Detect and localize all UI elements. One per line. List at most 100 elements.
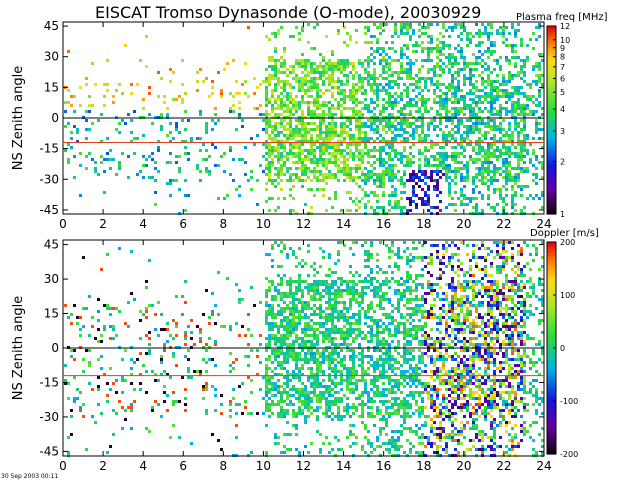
heatmap-cell	[271, 95, 274, 98]
heatmap-cell	[103, 191, 106, 194]
heatmap-cell	[349, 367, 352, 370]
heatmap-cell	[367, 286, 370, 289]
heatmap-cell	[409, 152, 412, 155]
heatmap-cell	[391, 47, 394, 50]
heatmap-cell	[346, 59, 349, 62]
heatmap-cell	[271, 325, 274, 328]
heatmap-cell	[469, 104, 472, 107]
heatmap-cell	[313, 62, 316, 65]
heatmap-cell	[106, 394, 109, 397]
heatmap-cell	[319, 280, 322, 283]
heatmap-cell	[292, 173, 295, 176]
heatmap-cell	[304, 313, 307, 316]
heatmap-cell	[391, 206, 394, 209]
heatmap-cell	[148, 337, 151, 340]
heatmap-cell	[91, 316, 94, 319]
heatmap-cell	[283, 295, 286, 298]
heatmap-cell	[79, 86, 82, 89]
heatmap-cell	[298, 274, 301, 277]
heatmap-cell	[517, 107, 520, 110]
heatmap-cell	[328, 128, 331, 131]
colorbar-segment	[547, 210, 556, 215]
heatmap-cell	[421, 179, 424, 182]
heatmap-cell	[496, 158, 499, 161]
heatmap-cell	[424, 59, 427, 62]
heatmap-cell	[469, 62, 472, 65]
heatmap-cell	[331, 340, 334, 343]
colorbar-segment	[547, 185, 556, 190]
heatmap-cell	[463, 185, 466, 188]
heatmap-cell	[325, 137, 328, 140]
heatmap-cell	[346, 292, 349, 295]
heatmap-cell	[283, 391, 286, 394]
heatmap-cell	[442, 47, 445, 50]
heatmap-cell	[271, 182, 274, 185]
heatmap-cell	[343, 364, 346, 367]
heatmap-cell	[349, 391, 352, 394]
heatmap-cell	[349, 265, 352, 268]
heatmap-cell	[304, 203, 307, 206]
heatmap-cell	[283, 355, 286, 358]
heatmap-cell	[298, 379, 301, 382]
heatmap-cell	[82, 403, 85, 406]
heatmap-cell	[382, 400, 385, 403]
heatmap-cell	[238, 113, 241, 116]
plasma-colorbar-label: Plasma freq [MHz]	[516, 12, 608, 23]
heatmap-cell	[526, 185, 529, 188]
heatmap-cell	[532, 149, 535, 152]
heatmap-cell	[382, 179, 385, 182]
heatmap-cell	[487, 155, 490, 158]
heatmap-cell	[325, 301, 328, 304]
heatmap-cell	[523, 161, 526, 164]
heatmap-cell	[400, 110, 403, 113]
heatmap-cell	[379, 409, 382, 412]
heatmap-cell	[448, 185, 451, 188]
heatmap-cell	[229, 415, 232, 418]
heatmap-cell	[223, 170, 226, 173]
heatmap-cell	[319, 179, 322, 182]
heatmap-cell	[82, 256, 85, 259]
heatmap-cell	[271, 298, 274, 301]
heatmap-cell	[469, 110, 472, 113]
heatmap-cell	[289, 307, 292, 310]
heatmap-cell	[187, 158, 190, 161]
heatmap-cell	[166, 134, 169, 137]
heatmap-cell	[172, 352, 175, 355]
heatmap-cell	[199, 149, 202, 152]
heatmap-cell	[286, 376, 289, 379]
heatmap-cell	[379, 134, 382, 137]
heatmap-cell	[238, 298, 241, 301]
heatmap-cell	[205, 131, 208, 134]
heatmap-cell	[331, 412, 334, 415]
heatmap-cell	[394, 191, 397, 194]
heatmap-cell	[352, 274, 355, 277]
heatmap-cell	[385, 101, 388, 104]
heatmap-cell	[214, 343, 217, 346]
heatmap-cell	[367, 152, 370, 155]
heatmap-cell	[220, 89, 223, 92]
heatmap-cell	[403, 71, 406, 74]
heatmap-cell	[457, 71, 460, 74]
heatmap-cell	[280, 265, 283, 268]
heatmap-cell	[94, 421, 97, 424]
heatmap-cell	[391, 391, 394, 394]
heatmap-cell	[340, 89, 343, 92]
heatmap-cell	[172, 137, 175, 140]
heatmap-cell	[265, 364, 268, 367]
heatmap-cell	[481, 53, 484, 56]
heatmap-cell	[340, 301, 343, 304]
heatmap-cell	[418, 23, 421, 26]
heatmap-cell	[220, 155, 223, 158]
heatmap-cell	[280, 361, 283, 364]
heatmap-cell	[160, 313, 163, 316]
heatmap-cell	[232, 158, 235, 161]
heatmap-cell	[373, 400, 376, 403]
heatmap-cell	[382, 388, 385, 391]
heatmap-cell	[109, 158, 112, 161]
heatmap-cell	[349, 173, 352, 176]
heatmap-cell	[382, 271, 385, 274]
heatmap-cell	[448, 53, 451, 56]
heatmap-cell	[307, 349, 310, 352]
heatmap-cell	[340, 59, 343, 62]
heatmap-cell	[391, 179, 394, 182]
